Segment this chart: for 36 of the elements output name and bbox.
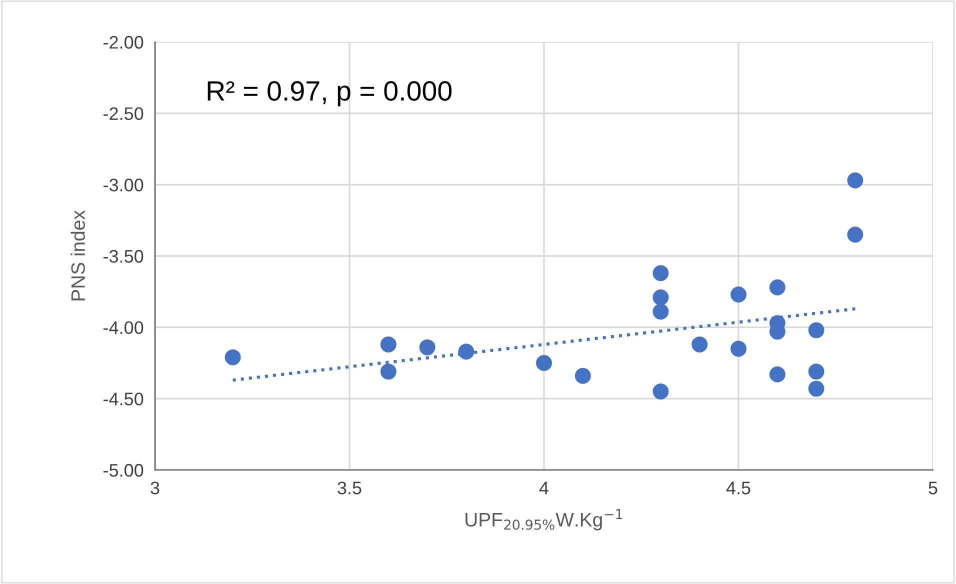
point: [808, 322, 824, 338]
point: [536, 355, 552, 371]
y-tick-label: -5.00: [104, 464, 144, 477]
point: [769, 279, 786, 296]
x-tick-label: 4.5: [726, 482, 750, 494]
y-tick-label: -3.00: [104, 178, 144, 192]
point: [808, 364, 824, 380]
annotation: R² = 0.97, p = 0.000: [208, 81, 452, 106]
x-tick-label: 4: [539, 482, 548, 494]
x-tick-label: 3: [150, 482, 160, 494]
point: [652, 289, 669, 306]
point: [652, 265, 669, 282]
point: [730, 286, 746, 302]
x-tick-label: 5: [928, 482, 938, 494]
x-tick-label: 3.5: [338, 482, 362, 494]
point: [458, 344, 474, 360]
x-axis-title: UPF$_{20.95%}$W.Kg$^{−1}$: [466, 509, 622, 530]
point: [652, 304, 669, 320]
point: [847, 226, 864, 243]
y-tick-label: -2.50: [104, 107, 144, 120]
point: [652, 384, 669, 400]
y-tick-label: -2.00: [104, 36, 144, 49]
point: [224, 349, 241, 366]
point: [380, 336, 396, 352]
point: [380, 364, 396, 380]
point: [419, 339, 436, 356]
point: [847, 172, 864, 188]
point: [574, 368, 591, 384]
point: [730, 340, 746, 357]
y-tick-label: -4.00: [104, 321, 144, 334]
y-axis-title: PNS index: [70, 210, 86, 300]
point: [692, 336, 708, 352]
point: [769, 366, 786, 382]
point: [808, 380, 824, 397]
y-tick-label: -4.50: [104, 392, 144, 406]
y-tick-label: -3.50: [104, 250, 144, 263]
